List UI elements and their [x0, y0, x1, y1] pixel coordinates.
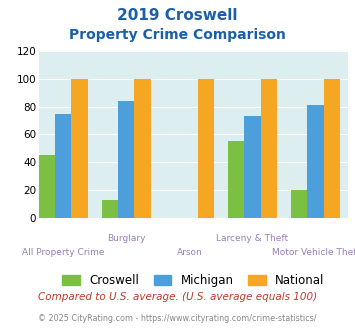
- Bar: [197, 79, 214, 218]
- Bar: [71, 79, 88, 218]
- Bar: [118, 101, 135, 218]
- Bar: [291, 190, 307, 218]
- Text: Property Crime Comparison: Property Crime Comparison: [69, 28, 286, 42]
- Bar: [324, 79, 340, 218]
- Text: Arson: Arson: [176, 248, 202, 257]
- Text: Compared to U.S. average. (U.S. average equals 100): Compared to U.S. average. (U.S. average …: [38, 292, 317, 302]
- Bar: [261, 79, 277, 218]
- Bar: [228, 142, 244, 218]
- Text: Motor Vehicle Theft: Motor Vehicle Theft: [272, 248, 355, 257]
- Bar: [135, 79, 151, 218]
- Legend: Croswell, Michigan, National: Croswell, Michigan, National: [58, 269, 329, 292]
- Text: All Property Crime: All Property Crime: [22, 248, 105, 257]
- Text: 2019 Croswell: 2019 Croswell: [117, 8, 238, 23]
- Bar: [307, 105, 324, 218]
- Bar: [39, 155, 55, 218]
- Text: Larceny & Theft: Larceny & Theft: [217, 235, 289, 244]
- Bar: [55, 114, 71, 218]
- Bar: [244, 116, 261, 218]
- Bar: [102, 200, 118, 218]
- Text: © 2025 CityRating.com - https://www.cityrating.com/crime-statistics/: © 2025 CityRating.com - https://www.city…: [38, 314, 317, 323]
- Text: Burglary: Burglary: [107, 235, 146, 244]
